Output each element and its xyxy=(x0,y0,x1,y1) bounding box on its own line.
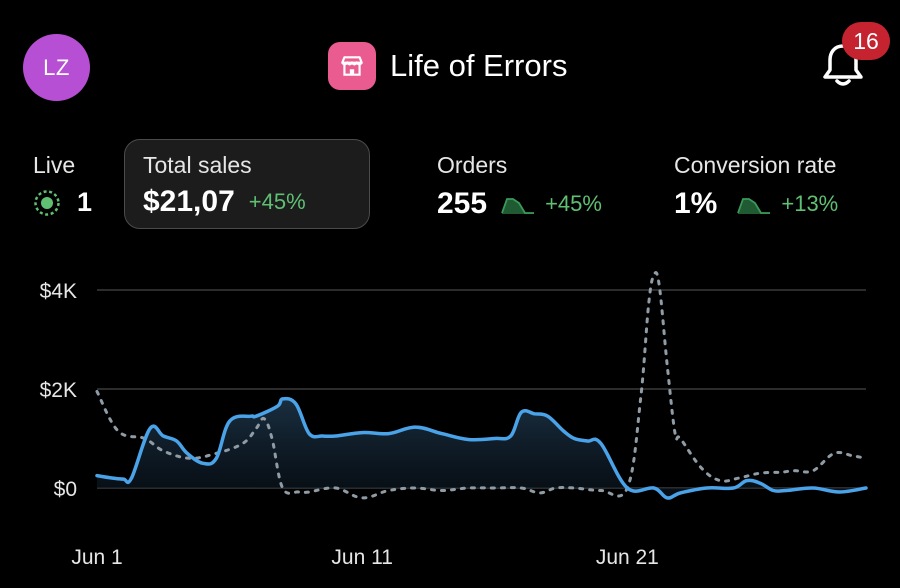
metric-change: +13% xyxy=(781,191,839,216)
sales-chart[interactable]: $0 $2K $4K Jun 1 Jun 11 Jun 21 xyxy=(0,260,900,580)
metric-conversion-rate[interactable]: Conversion rate 1% +13% xyxy=(674,152,838,221)
previous-period-line xyxy=(95,271,868,500)
notification-badge: 16 xyxy=(842,22,890,60)
metric-label: Total sales xyxy=(143,152,252,178)
metric-value: $21,07 xyxy=(143,185,235,218)
avatar[interactable]: LZ xyxy=(23,34,90,101)
live-pulse-icon xyxy=(34,189,60,216)
page-title: Life of Errors xyxy=(390,48,568,83)
storefront-icon xyxy=(328,42,376,90)
x-tick-label: Jun 21 xyxy=(596,546,659,569)
metric-orders[interactable]: Orders 255 +45% xyxy=(437,152,602,221)
current-series-area xyxy=(97,398,866,499)
x-tick-label: Jun 1 xyxy=(71,546,122,569)
current-period-line xyxy=(95,396,868,500)
metric-total-sales[interactable]: Total sales $21,07 +45% xyxy=(124,139,370,229)
metric-label: Orders xyxy=(437,152,508,178)
metric-label: Conversion rate xyxy=(674,152,837,178)
metric-live[interactable]: Live 1 xyxy=(33,152,92,218)
y-tick-label: $2K xyxy=(40,379,77,402)
y-tick-label: $4K xyxy=(40,280,77,303)
metric-value: 255 xyxy=(437,187,488,220)
x-tick-label: Jun 11 xyxy=(331,546,393,569)
metric-change: +45% xyxy=(545,191,602,216)
store-header[interactable]: Life of Errors xyxy=(328,42,567,90)
metric-label: Live xyxy=(33,152,76,178)
metric-value: 1% xyxy=(674,187,718,220)
metric-change: +45% xyxy=(248,189,306,214)
y-tick-label: $0 xyxy=(54,478,77,501)
trend-up-icon xyxy=(737,198,771,214)
trend-up-icon xyxy=(501,198,535,214)
metric-value: 1 xyxy=(77,187,93,217)
